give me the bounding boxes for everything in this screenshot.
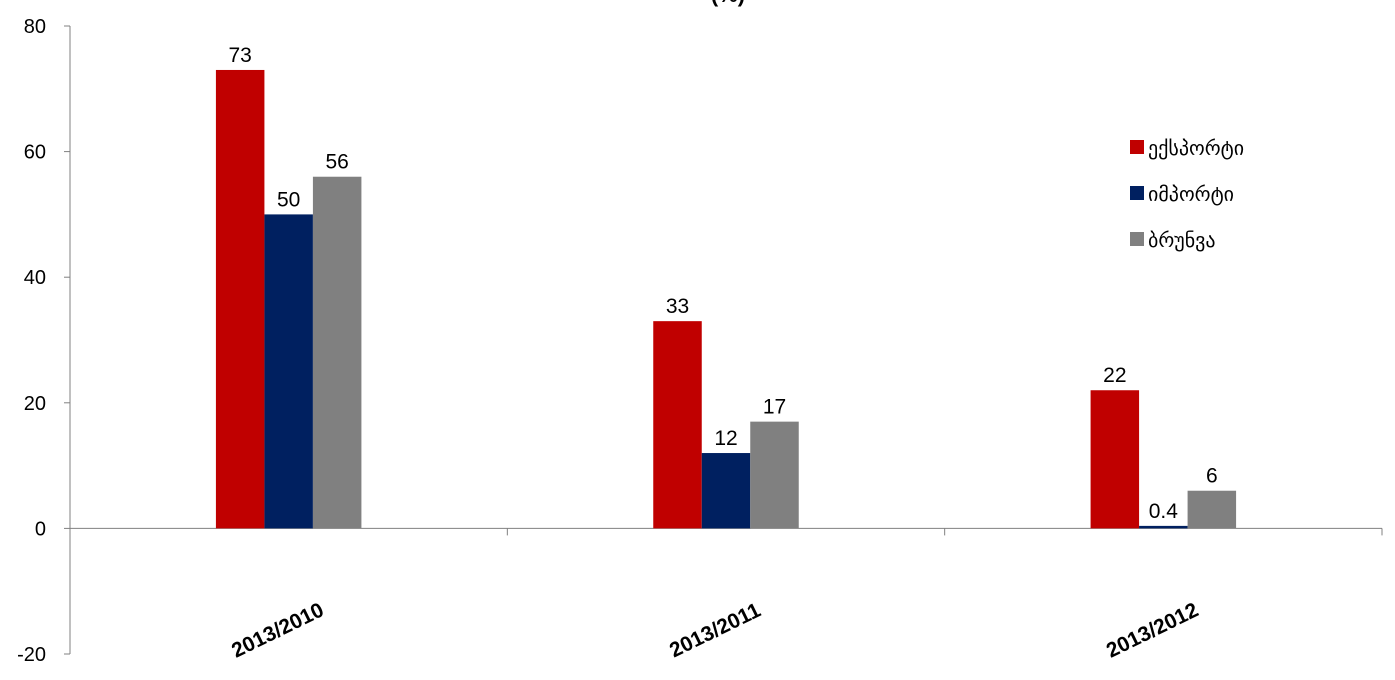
bar bbox=[1139, 525, 1188, 529]
data-label: 56 bbox=[325, 151, 348, 174]
data-label: 12 bbox=[714, 427, 737, 450]
x-axis bbox=[69, 527, 1383, 536]
category-labels-group: 2013/2010 2013/2011 2013/2012 bbox=[228, 598, 1202, 662]
bar bbox=[312, 176, 362, 529]
bar bbox=[653, 321, 702, 529]
category-label: 2013/2012 bbox=[1103, 598, 1202, 662]
legend-label: იმპორტი bbox=[1148, 182, 1234, 206]
y-axis: 80 60 40 20 0 -20 bbox=[17, 16, 71, 666]
legend-label: ბრუნვა bbox=[1148, 228, 1216, 252]
bar bbox=[264, 214, 313, 529]
bar bbox=[701, 453, 751, 529]
data-label: 22 bbox=[1103, 364, 1126, 387]
legend-label: ექსპორტი bbox=[1148, 136, 1244, 160]
bar bbox=[1090, 390, 1140, 529]
legend: ექსპორტი იმპორტი ბრუნვა bbox=[1130, 136, 1244, 252]
y-tick-label: 60 bbox=[24, 142, 46, 164]
bars-group bbox=[215, 69, 1237, 529]
legend-swatch bbox=[1130, 140, 1144, 154]
category-label: 2013/2010 bbox=[228, 598, 327, 662]
data-label: 33 bbox=[666, 295, 689, 318]
data-labels-group: 73 50 56 33 12 17 22 0.4 6 bbox=[228, 44, 1217, 523]
y-tick-label: 80 bbox=[24, 16, 46, 38]
chart-title: (%) bbox=[711, 0, 745, 7]
bar bbox=[1187, 490, 1237, 529]
y-tick-label: 0 bbox=[35, 518, 46, 540]
data-label: 0.4 bbox=[1149, 500, 1179, 523]
y-tick-label: 20 bbox=[24, 393, 46, 415]
category-label: 2013/2011 bbox=[666, 599, 765, 663]
data-label: 73 bbox=[228, 44, 251, 67]
y-tick-label: -20 bbox=[17, 644, 46, 666]
bar bbox=[215, 69, 265, 529]
data-label: 50 bbox=[277, 188, 300, 211]
y-tick-label: 40 bbox=[24, 267, 46, 289]
data-label: 17 bbox=[763, 396, 786, 419]
legend-swatch bbox=[1130, 232, 1144, 246]
bar bbox=[750, 421, 799, 529]
data-label: 6 bbox=[1206, 465, 1218, 488]
legend-swatch bbox=[1130, 186, 1144, 200]
